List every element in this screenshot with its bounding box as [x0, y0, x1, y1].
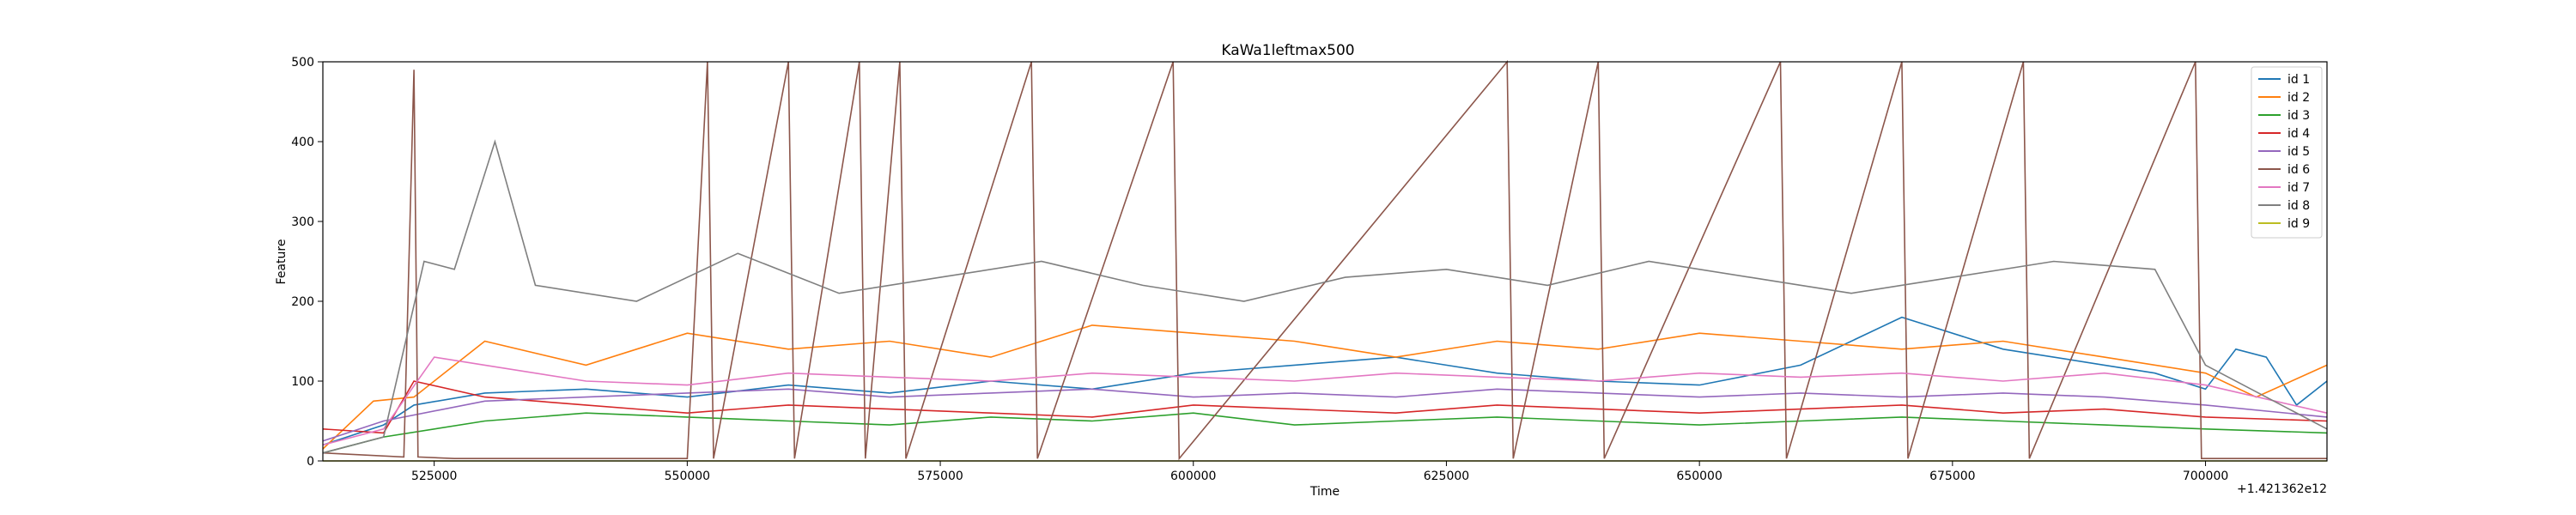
x-axis: 525000 550000 575000 600000 625000 650000 6750…	[411, 461, 2228, 483]
y-tick-label: 200	[291, 295, 314, 309]
x-tick-label: 650000	[1676, 470, 1722, 483]
series-line-5	[322, 388, 2328, 442]
y-tick-label: 500	[291, 56, 314, 70]
series-line-6	[322, 59, 2327, 461]
legend-item-label: id 9	[2287, 217, 2310, 231]
legend-item-label: id 1	[2287, 73, 2310, 87]
legend-item-label: id 5	[2287, 145, 2310, 159]
plot-frame	[322, 61, 2328, 462]
x-tick-label: 575000	[917, 470, 963, 483]
x-offset-label: +1.421362e12	[2237, 482, 2327, 496]
y-axis: 0 100 200 300 400 500	[291, 56, 323, 469]
series-line-3	[322, 412, 2328, 454]
legend-item-label: id 8	[2287, 199, 2310, 213]
x-tick-label: 625000	[1424, 470, 1469, 483]
y-tick-label: 100	[291, 375, 314, 389]
x-tick-label: 600000	[1170, 470, 1216, 483]
x-tick-label: 550000	[665, 470, 710, 483]
series-line-4	[322, 380, 2328, 434]
series-line-1	[322, 316, 2328, 446]
chart-title: KaWa1leftmax500	[1221, 42, 1354, 59]
y-tick-label: 400	[291, 136, 314, 149]
legend-box	[2251, 66, 2323, 239]
legend-item-label: id 4	[2287, 127, 2310, 141]
legend: id 1 id 2 id 3 id 4 id 5 id 6 id 7 id 8 id 9	[2251, 66, 2323, 239]
y-tick-label: 0	[307, 455, 314, 469]
legend-item-label: id 6	[2287, 163, 2310, 177]
y-axis-label: Feature	[275, 239, 289, 285]
series-line-7	[322, 356, 2328, 446]
y-tick-label: 300	[291, 215, 314, 229]
x-tick-label: 675000	[1929, 470, 1975, 483]
x-tick-label: 525000	[411, 470, 457, 483]
legend-item-label: id 2	[2287, 91, 2310, 105]
series-line-2	[322, 324, 2328, 450]
x-tick-label: 700000	[2183, 470, 2228, 483]
legend-item-label: id 3	[2287, 109, 2310, 123]
series-line-8	[322, 139, 2328, 454]
x-axis-label: Time	[1309, 485, 1340, 499]
series-layer	[322, 59, 2328, 462]
legend-item-label: id 7	[2287, 181, 2310, 195]
